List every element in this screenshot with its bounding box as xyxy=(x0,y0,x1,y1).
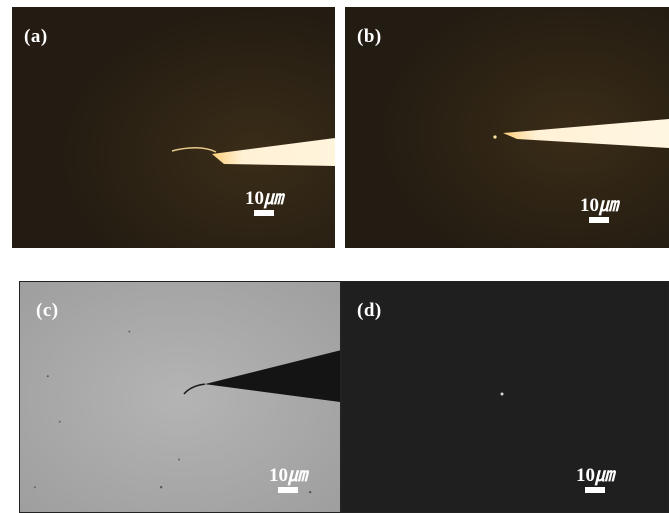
scale-bar-b: 10㎛ xyxy=(580,196,618,223)
background-d xyxy=(342,282,668,512)
scale-bar-c: 10㎛ xyxy=(269,466,307,493)
scale-line-d xyxy=(585,487,605,493)
optical-image-a xyxy=(12,7,335,248)
micrograph-panel-b: (b) 10㎛ xyxy=(345,7,669,248)
fiber-tip-a xyxy=(212,138,335,166)
scale-line-c xyxy=(278,487,298,493)
fiber-tip-c xyxy=(204,350,340,402)
panel-label-b: (b) xyxy=(357,26,382,47)
panel-label-a: (a) xyxy=(24,26,48,47)
micrograph-panel-a: (a) 10㎛ xyxy=(12,7,335,248)
panel-label-d: (d) xyxy=(357,300,382,321)
optical-image-b xyxy=(345,7,669,248)
fiber-tip-b xyxy=(503,119,669,148)
scale-bar-a: 10㎛ xyxy=(245,189,283,216)
scale-text-a: 10㎛ xyxy=(245,188,284,209)
scale-text-b: 10㎛ xyxy=(580,195,619,216)
background-a xyxy=(12,7,335,248)
micrograph-panel-d: (d) 10㎛ xyxy=(341,281,669,513)
background-c xyxy=(20,282,340,512)
scale-text-c: 10㎛ xyxy=(269,465,308,486)
scale-line-b xyxy=(589,217,609,223)
optical-image-c xyxy=(20,282,340,512)
fiber-filament-c xyxy=(183,383,205,395)
particle-d xyxy=(500,392,504,396)
panel-label-c: (c) xyxy=(36,300,59,321)
particle-b xyxy=(493,135,497,139)
scale-line-a xyxy=(254,210,274,216)
fluorescence-image-d xyxy=(342,282,668,512)
micrograph-panel-c: (c) 10㎛ xyxy=(19,281,341,513)
fiber-filament-a xyxy=(171,147,217,153)
scale-text-d: 10㎛ xyxy=(576,465,615,486)
scale-bar-d: 10㎛ xyxy=(576,466,614,493)
